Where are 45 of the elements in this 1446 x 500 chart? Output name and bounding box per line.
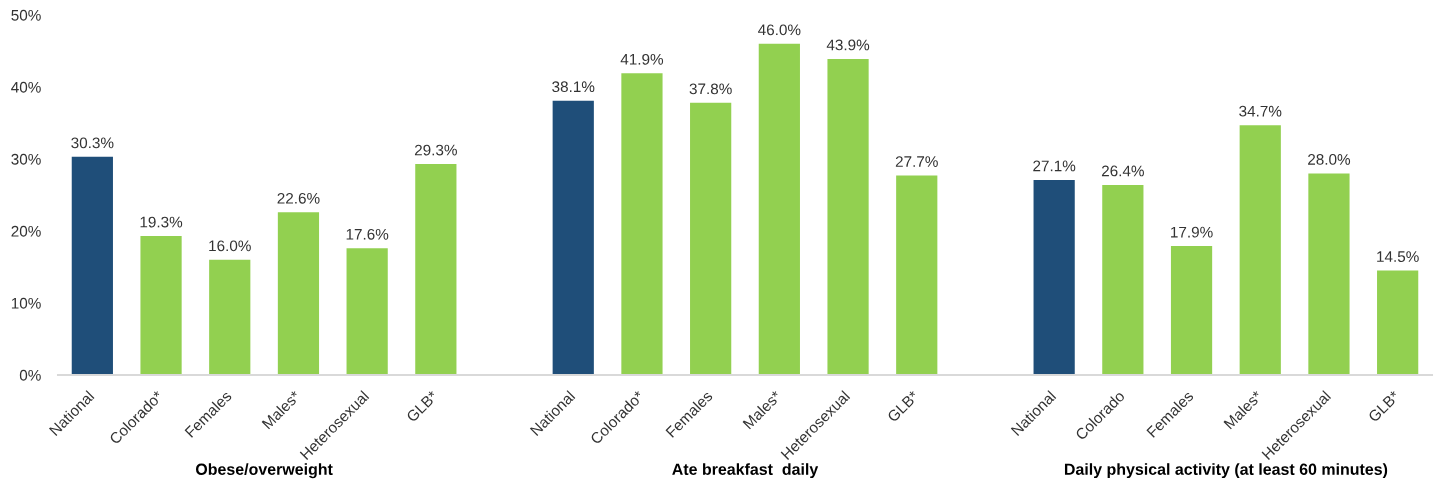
data-label: 17.6%: [346, 228, 389, 240]
y-tick-label: 30%: [11, 153, 41, 165]
bar: [1239, 125, 1281, 375]
y-tick-label: 20%: [11, 225, 41, 237]
bar: [827, 58, 869, 375]
data-label: 30.3%: [71, 137, 114, 149]
data-label: 26.4%: [1101, 165, 1144, 177]
bar: [758, 43, 800, 375]
data-label: 38.1%: [552, 81, 595, 93]
data-label: 43.9%: [826, 39, 870, 51]
x-axis-title: Daily physical activity (at least 60 minutes): [1064, 463, 1388, 479]
data-label: 46.0%: [758, 24, 801, 36]
data-label: 16.0%: [209, 240, 251, 252]
x-axis-title: Ate breakfast daily: [672, 463, 819, 479]
data-label: 37.8%: [689, 83, 732, 95]
bar: [690, 102, 732, 375]
y-tick-label: 40%: [11, 81, 41, 93]
data-label: 22.6%: [277, 192, 320, 204]
y-tick-label: 0%: [19, 369, 41, 381]
bar: [346, 248, 388, 375]
data-label: 28.0%: [1308, 154, 1351, 165]
bar: [277, 212, 320, 375]
bar: [140, 236, 182, 375]
data-label: 27.7%: [895, 156, 938, 167]
data-label: 14.5%: [1377, 251, 1419, 263]
bar: [1308, 173, 1350, 375]
y-tick-label: 50%: [11, 9, 41, 21]
x-axis-title: Obese/overweight: [195, 463, 333, 479]
bar: [71, 156, 113, 375]
bar: [1033, 179, 1075, 375]
data-label: 27.1%: [1033, 160, 1076, 172]
bar: [209, 259, 251, 375]
bar: [1377, 270, 1419, 375]
bar: [1102, 184, 1144, 375]
data-label: 34.7%: [1239, 105, 1282, 117]
data-label: 41.9%: [620, 53, 664, 65]
y-tick-label: 10%: [11, 297, 41, 309]
bar: [621, 73, 663, 375]
bar: [415, 164, 457, 375]
data-label: 29.3%: [414, 144, 457, 156]
bar: [552, 100, 594, 375]
data-label: 19.3%: [140, 216, 183, 228]
data-label: 17.9%: [1171, 226, 1213, 238]
bar: [1170, 246, 1213, 375]
bar: [896, 175, 938, 375]
